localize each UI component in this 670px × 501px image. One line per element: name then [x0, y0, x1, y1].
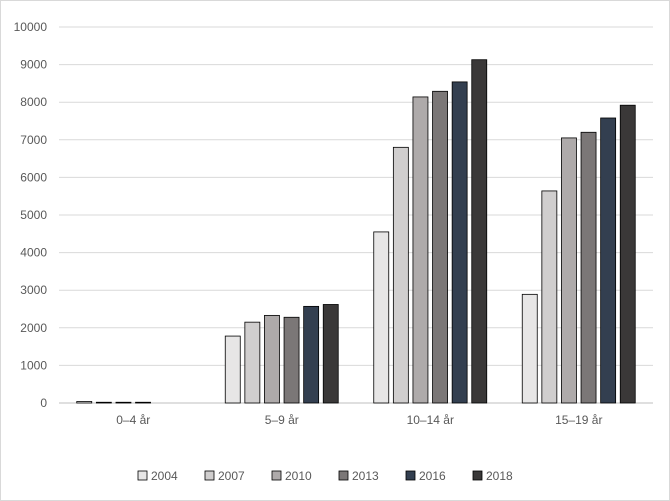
y-tick-label: 6000	[20, 170, 47, 184]
bar-2010-2	[412, 96, 429, 404]
legend: 2004 2007 2010 2013 2016 2018	[137, 469, 513, 483]
gridlines	[59, 26, 653, 404]
bar-2018-2	[471, 59, 488, 404]
x-category-label: 15–19 år	[555, 413, 602, 427]
bar-2004-1	[224, 335, 241, 404]
bar-2013-0	[135, 401, 151, 404]
legend-swatch	[405, 470, 416, 481]
y-axis-ticks: 0 1000 2000 3000 4000 5000 6000 7000 8000 9000 100…	[14, 20, 48, 410]
bar-2013-2	[432, 90, 448, 404]
legend-item-2018: 2018	[472, 469, 513, 483]
bar-2010-3	[561, 137, 577, 404]
bar-2016-3	[600, 117, 617, 404]
legend-item-2013: 2013	[338, 469, 379, 483]
legend-label: 2016	[419, 469, 446, 483]
bar-2010-0	[115, 401, 132, 404]
y-tick-label: 1000	[20, 358, 47, 372]
legend-item-2016: 2016	[405, 469, 446, 483]
legend-swatch	[204, 470, 215, 481]
legend-swatch	[137, 470, 148, 481]
y-tick-label: 8000	[20, 95, 47, 109]
legend-swatch	[338, 470, 349, 481]
legend-swatch	[472, 470, 483, 481]
bar-2018-1	[322, 304, 339, 404]
bar-2007-3	[541, 190, 558, 404]
bars	[76, 59, 636, 404]
bar-2004-2	[373, 231, 390, 404]
x-category-label: 0–4 år	[116, 413, 150, 427]
legend-label: 2018	[486, 469, 513, 483]
legend-swatch	[271, 470, 282, 481]
x-category-label: 10–14 år	[407, 413, 454, 427]
bar-2004-0	[76, 401, 93, 404]
y-tick-label: 10000	[14, 20, 48, 34]
bar-2007-0	[95, 401, 112, 404]
legend-item-2007: 2007	[204, 469, 245, 483]
y-tick-label: 3000	[20, 283, 47, 297]
y-tick-label: 5000	[20, 208, 47, 222]
bar-2010-1	[264, 314, 280, 404]
legend-item-2004: 2004	[137, 469, 178, 483]
x-category-label: 5–9 år	[265, 413, 299, 427]
legend-label: 2010	[285, 469, 312, 483]
bar-2018-3	[619, 104, 636, 404]
legend-label: 2013	[352, 469, 379, 483]
bar-2007-2	[392, 146, 409, 404]
bar-2007-1	[244, 321, 261, 404]
bar-2013-1	[283, 316, 300, 404]
legend-label: 2004	[151, 469, 178, 483]
y-tick-label: 9000	[20, 58, 47, 72]
bar-2016-1	[303, 305, 320, 404]
y-tick-label: 7000	[20, 133, 47, 147]
bar-2013-3	[580, 131, 597, 404]
y-tick-label: 0	[40, 396, 47, 410]
legend-item-2010: 2010	[271, 469, 312, 483]
x-axis-categories: 0–4 år 5–9 år 10–14 år 15–19 år	[116, 413, 602, 427]
legend-label: 2007	[218, 469, 245, 483]
bar-2016-2	[451, 81, 468, 404]
y-tick-label: 4000	[20, 246, 47, 260]
bar-2004-3	[521, 293, 538, 404]
y-tick-label: 2000	[20, 321, 47, 335]
